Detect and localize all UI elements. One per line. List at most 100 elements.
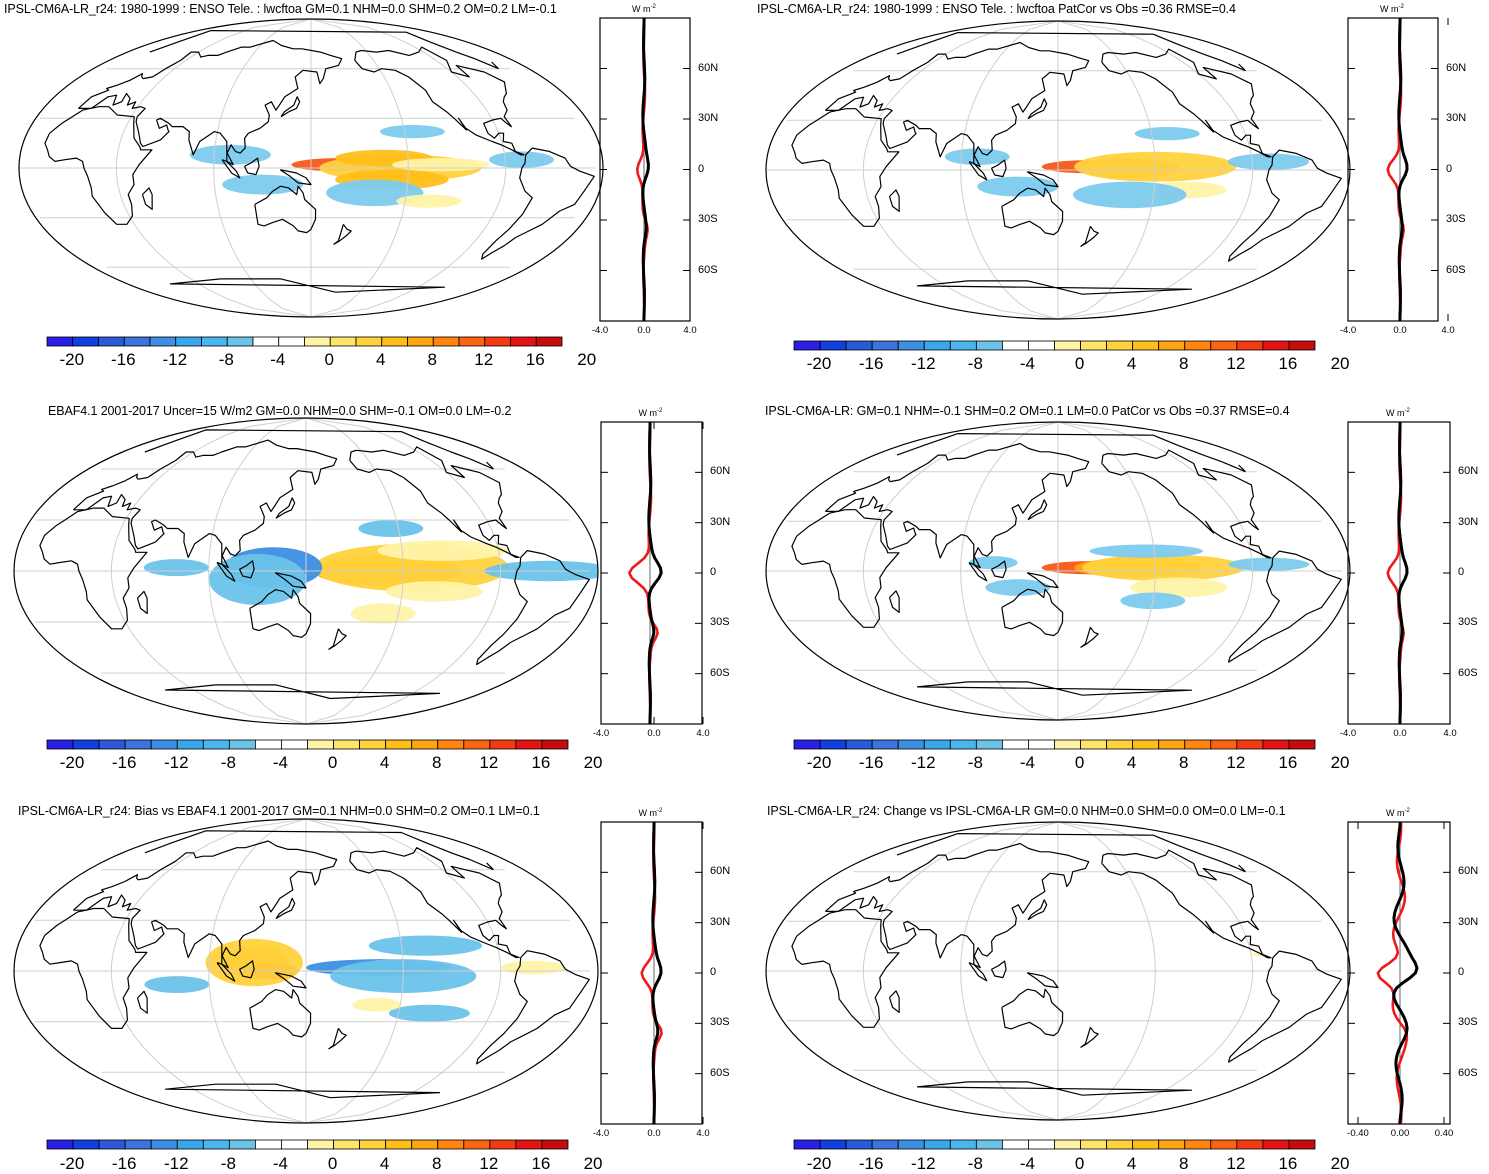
- colorbar-label: 8: [427, 350, 437, 369]
- profile-x-tick: 0.0: [1393, 325, 1407, 336]
- lat-tick-label: 60S: [710, 666, 730, 679]
- lat-tick-label: 30S: [710, 1016, 730, 1029]
- colorbar-label: -20: [806, 354, 832, 373]
- colorbar-label: 12: [1226, 1154, 1246, 1173]
- coastline-sumatra: [216, 962, 236, 982]
- colorbar-label: 8: [1179, 1154, 1189, 1173]
- lat-tick-label: 30S: [710, 616, 730, 629]
- map-border: [765, 421, 1351, 721]
- profile-x-tick: 4.0: [696, 728, 710, 739]
- colorbar-label: 0: [1074, 1154, 1085, 1173]
- colorbar-label: -20: [59, 753, 85, 772]
- coastline-namerica: [354, 46, 525, 156]
- colorbar-label: -4: [270, 350, 286, 369]
- colorbar-label: -16: [111, 753, 137, 772]
- coastline-sumatra: [221, 159, 241, 179]
- unit-exponent: -2: [1398, 4, 1404, 10]
- coastline-japan: [1027, 899, 1048, 921]
- colorbar-swatch: [535, 336, 563, 347]
- profile-line-diff: [1397, 421, 1409, 725]
- map-border: [13, 818, 599, 1124]
- lat-tick-label: 60S: [698, 263, 718, 276]
- lat-tick-label: 30N: [698, 112, 719, 124]
- lat-tick-label: 60N: [1458, 465, 1479, 478]
- coastline-borneo: [238, 560, 255, 579]
- coastline-greenland: [896, 833, 1246, 873]
- lat-tick-label: 60S: [1458, 666, 1478, 679]
- lat-tick-label: 30S: [1446, 213, 1466, 225]
- lat-tick-label: 60N: [1446, 61, 1467, 74]
- colorbar-label: 0: [1074, 753, 1085, 772]
- coastline-newguinea: [1026, 171, 1059, 188]
- colorbar-swatch: [541, 1139, 569, 1150]
- coastline-nz: [1080, 225, 1099, 247]
- profile-line-diff: [641, 17, 650, 322]
- colorbar-label: 12: [479, 753, 499, 772]
- coastline-borneo: [238, 960, 255, 979]
- colorbar-label: 0: [327, 753, 338, 772]
- colorbar-label: 16: [525, 350, 545, 369]
- unit-exponent: -2: [657, 408, 663, 414]
- unit-exponent: -2: [1404, 808, 1410, 814]
- colorbar-label: 12: [474, 350, 494, 369]
- profile-unit: W m-2: [639, 808, 663, 818]
- unit-text: W m: [638, 808, 658, 818]
- colorbar-label: -4: [1019, 753, 1035, 772]
- profile-x-tick: 0.40: [1434, 1128, 1454, 1139]
- colorbar-label: 0: [327, 1154, 338, 1173]
- anomaly-region: [358, 520, 424, 537]
- profile-x-tick: 4.0: [1443, 728, 1457, 739]
- lat-tick-label: 30N: [710, 915, 731, 928]
- colorbar-label: -12: [163, 1154, 189, 1173]
- colorbar: [46, 1139, 569, 1150]
- colorbar-label: 16: [1278, 1154, 1298, 1173]
- colorbar-label: -4: [1019, 354, 1035, 373]
- coastline-madagascar: [141, 187, 153, 210]
- coastline-madagascar: [888, 990, 900, 1013]
- profile-unit: W m-2: [639, 408, 663, 418]
- profile-x-tick: -4.0: [591, 325, 609, 336]
- colorbar-label: 8: [1179, 354, 1189, 373]
- lat-tick-label: 0: [698, 162, 705, 175]
- coastline-eurasia: [825, 41, 1090, 168]
- profile-x-tick: 4.0: [683, 325, 697, 336]
- unit-text: W m: [1380, 4, 1399, 14]
- coastline-japan: [275, 497, 296, 519]
- anomaly-region: [222, 174, 304, 195]
- coastline-madagascar: [888, 189, 900, 212]
- coastline-australia: [1001, 988, 1064, 1037]
- anomaly-region: [385, 581, 483, 602]
- coastline-africa: [39, 907, 148, 1029]
- profile-line-diff: [651, 821, 663, 1125]
- coastline-madagascar: [888, 590, 900, 613]
- anomaly-region: [1227, 153, 1310, 171]
- colorbar: [46, 336, 563, 347]
- coastline-namerica: [349, 446, 520, 558]
- lat-tick-label: 30N: [1458, 515, 1479, 528]
- colorbar-label: 12: [479, 1154, 499, 1173]
- coastline-eurasia: [825, 842, 1090, 969]
- coastline-namerica: [349, 847, 520, 959]
- lat-tick-label: 60N: [710, 865, 731, 878]
- anomaly-region: [1228, 557, 1310, 572]
- colorbar-label: -20: [59, 350, 85, 369]
- colorbar-label: 16: [531, 1154, 551, 1173]
- coastline-africa: [791, 108, 900, 227]
- panel-title: IPSL-CM6A-LR_r24: Change vs IPSL-CM6A-LR…: [767, 804, 1286, 818]
- colorbar-label: -12: [162, 350, 188, 369]
- anomaly-region: [144, 976, 210, 993]
- colorbar-label: -16: [110, 350, 136, 369]
- unit-text: W m: [1386, 808, 1405, 818]
- lat-tick-label: 30N: [1458, 915, 1479, 928]
- colorbar-label: -12: [910, 354, 936, 373]
- coastline-namerica: [1101, 849, 1272, 959]
- anomaly-region: [1082, 554, 1245, 581]
- lat-tick-label: 30S: [1458, 616, 1478, 629]
- colorbar-label: -16: [111, 1154, 137, 1173]
